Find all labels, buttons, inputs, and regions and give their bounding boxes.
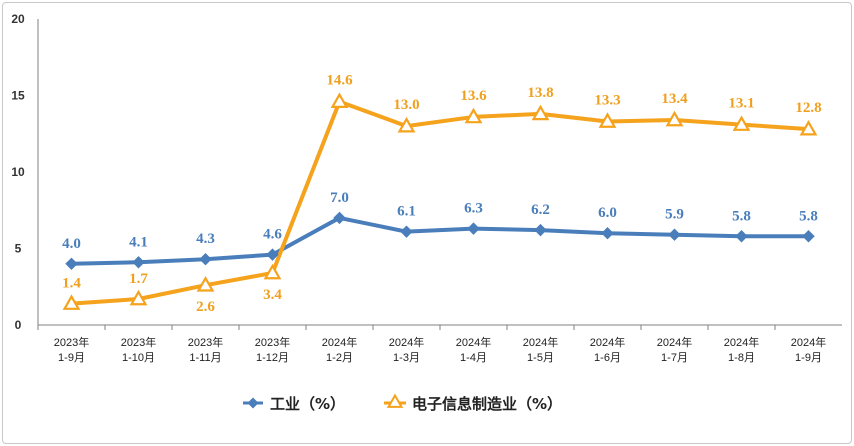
data-label: 4.6 (263, 227, 282, 243)
data-point (534, 223, 547, 237)
legend-label-2: 电子信息制造业（%） (412, 395, 562, 413)
data-label: 13.1 (728, 96, 754, 112)
legend: 工业（%） 电子信息制造业（%） (243, 393, 562, 413)
series-line-1 (71, 215, 809, 266)
data-label: 6.3 (464, 201, 483, 217)
x-tick-label: 2024年 1-4月 (456, 335, 491, 364)
x-tick-label: 2024年 1-8月 (724, 335, 759, 364)
data-label: 1.4 (62, 276, 81, 292)
x-axis-ticks: 2023年 1-9月 2023年 1-10月 2023年 1-11月 2023年 1-12月 2… (37, 325, 826, 364)
x-tick-label: 2024年 1-5月 (523, 335, 558, 364)
data-label: 4.0 (62, 236, 81, 252)
data-label: 6.2 (531, 202, 550, 218)
data-point (196, 276, 215, 292)
x-tick-label: 2023年 1-10月 (121, 335, 156, 364)
diamond-icon (247, 397, 259, 409)
data-point (668, 228, 681, 241)
data-point (799, 119, 818, 136)
y-tick-label: 0 (15, 318, 22, 332)
x-tick-label: 2024年 1-2月 (322, 335, 357, 364)
data-label: 4.1 (129, 234, 148, 250)
data-point (735, 230, 748, 243)
legend-label-1: 工业（%） (270, 395, 345, 413)
data-label: 14.6 (326, 73, 353, 89)
y-tick-label: 10 (11, 165, 25, 179)
x-tick-label: 2023年 1-11月 (188, 335, 223, 364)
data-point (665, 110, 684, 127)
triangle-icon (386, 393, 404, 408)
data-label: 5.9 (665, 207, 684, 223)
x-tick-label: 2024年 1-9月 (791, 335, 826, 364)
data-point (129, 289, 148, 306)
data-label: 4.3 (196, 231, 215, 247)
data-label: 12.8 (795, 100, 821, 116)
x-tick-label: 2024年 1-7月 (657, 335, 692, 364)
y-tick-label: 5 (15, 242, 22, 256)
data-label: 5.8 (732, 208, 751, 224)
data-label: 13.4 (661, 91, 688, 107)
data-label: 13.0 (393, 97, 419, 113)
x-tick-label: 2024年 1-3月 (389, 335, 424, 364)
data-point (199, 253, 212, 266)
x-tick-label: 2023年 1-9月 (54, 335, 89, 364)
axes (37, 19, 842, 326)
data-label: 6.1 (397, 204, 416, 220)
series-markers (62, 92, 818, 310)
data-point (62, 294, 81, 310)
data-point (467, 222, 480, 235)
data-point (732, 115, 751, 131)
data-point (802, 230, 815, 243)
y-tick-label: 20 (11, 12, 25, 26)
data-labels: 4.0 4.1 4.3 4.6 7.0 6.1 6.3 6.2 6.0 5.9 5.8 5.8 1.4 1… (62, 73, 822, 316)
data-point (330, 92, 349, 108)
data-point (266, 248, 279, 261)
x-tick-label: 2024年 1-6月 (590, 335, 625, 364)
data-point (132, 256, 145, 269)
data-label: 5.8 (799, 208, 818, 224)
data-label: 3.4 (263, 287, 282, 303)
data-label: 6.0 (598, 205, 617, 221)
data-label: 13.8 (527, 85, 553, 101)
data-label: 1.7 (129, 271, 148, 287)
data-point (400, 225, 413, 238)
data-label: 13.6 (460, 88, 487, 104)
series-lines (71, 99, 809, 306)
y-tick-label: 15 (11, 89, 25, 103)
data-point (397, 116, 416, 133)
data-point (531, 104, 550, 121)
data-label: 7.0 (330, 190, 349, 206)
data-point (598, 112, 617, 128)
y-axis-ticks: 0 5 10 15 20 (11, 12, 25, 332)
data-point (333, 211, 346, 225)
x-tick-label: 2023年 1-12月 (255, 335, 290, 364)
data-point (65, 257, 78, 271)
data-point (601, 226, 614, 240)
data-label: 2.6 (196, 299, 215, 315)
series-line-2 (71, 99, 809, 306)
data-point (263, 263, 282, 280)
data-label: 13.3 (594, 93, 620, 109)
data-point (464, 107, 483, 124)
